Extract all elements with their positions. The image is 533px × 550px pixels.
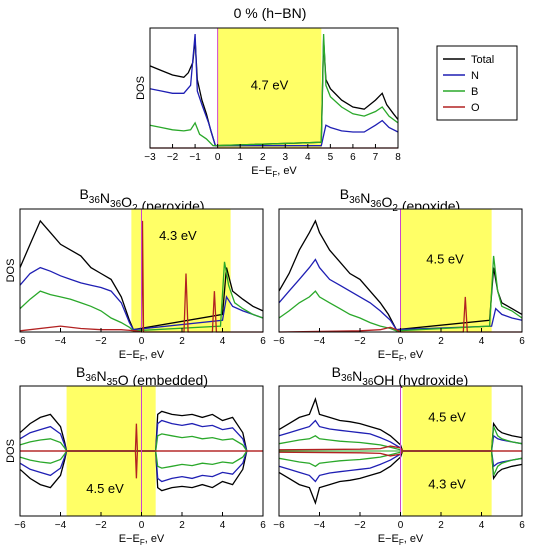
x-tick-label: 4 [220, 520, 226, 531]
x-tick-label: −3 [144, 152, 156, 163]
x-tick-label: −2 [95, 336, 107, 347]
x-tick-label: 6 [519, 336, 525, 347]
chart-title: 0 % (h−BN) [234, 5, 307, 21]
x-axis-label: E−EF, eV [119, 533, 165, 547]
series-line-n [278, 258, 523, 331]
series-line-b [19, 433, 248, 452]
series-line-n [278, 419, 523, 452]
gap-value-label: 4.5 eV [426, 251, 464, 266]
x-tick-label: 4 [479, 520, 485, 531]
series-line-b [278, 255, 523, 332]
gap-value-label: 4.3 eV [159, 228, 197, 243]
x-tick-label: 6 [260, 520, 266, 531]
series-line-total [19, 410, 248, 452]
x-tick-label: 0 [139, 520, 145, 531]
x-tick-label: 2 [179, 520, 185, 531]
band-gap-region [131, 209, 231, 332]
series-line-b-down [278, 450, 523, 476]
x-tick-label: 2 [438, 520, 444, 531]
series-line-total [278, 397, 523, 452]
x-tick-label: 6 [350, 152, 356, 163]
x-tick-label: 6 [260, 336, 266, 347]
y-axis-label: DOS [135, 76, 147, 100]
legend: Total NBO [436, 45, 518, 121]
x-tick-label: −6 [273, 520, 285, 531]
legend-label-o: O [471, 102, 480, 114]
chart-title: B36N36OH (hydroxide) [332, 364, 469, 388]
x-axis-label: E−EF, eV [119, 349, 165, 363]
x-tick-label: 0 [215, 152, 221, 163]
x-axis-label: E−EF, eV [378, 349, 424, 363]
x-tick-label: 5 [328, 152, 334, 163]
x-tick-label: 4 [305, 152, 311, 163]
legend-label-n: N [471, 70, 479, 82]
series-line-n-down [278, 450, 523, 483]
series-line-n-down [19, 450, 248, 483]
y-axis-label: DOS [5, 439, 17, 463]
x-tick-label: −1 [189, 152, 201, 163]
series-line-b [19, 261, 264, 332]
gap-value-label: 4.5 eV [86, 481, 124, 496]
x-tick-label: 6 [519, 520, 525, 531]
x-tick-label: 0 [398, 336, 404, 347]
x-tick-label: −4 [314, 336, 326, 347]
gap-value-label: 4.3 eV [428, 477, 466, 492]
legend-label-total: Total [471, 54, 494, 66]
plot-frame [149, 27, 399, 149]
x-tick-label: 2 [260, 152, 266, 163]
y-axis-label: DOS [5, 259, 17, 283]
x-tick-label: 3 [282, 152, 288, 163]
x-tick-label: 8 [395, 152, 401, 163]
x-tick-label: −4 [55, 336, 67, 347]
gap-value-label: 4.5 eV [428, 409, 466, 424]
x-tick-label: −4 [55, 520, 67, 531]
x-tick-label: −6 [14, 520, 26, 531]
dos-panel-peroxide: B36N36O2 (peroxide)4.3 eV−6 −4 −2 0 2 4 6E−EF,… [5, 186, 266, 363]
x-tick-label: −2 [354, 336, 366, 347]
series-line-total-down [19, 450, 248, 492]
dos-panel-epoxide: B36N36O2 (epoxide)4.5 eV−6 −4 −2 0 2 4 6E−EF, … [273, 186, 525, 363]
x-tick-label: −2 [95, 520, 107, 531]
series-line-b [278, 426, 523, 452]
x-tick-label: 4 [220, 336, 226, 347]
x-tick-label: −4 [314, 520, 326, 531]
dos-panel-hbn: 0 % (h−BN) 4.7 eV −3 −2 −1 0 1 2 3 4 5 6 7 8 E−EF, eV D… [135, 5, 401, 179]
band-gap-region [400, 209, 492, 332]
x-tick-label: 2 [179, 336, 185, 347]
chart-title: B36N35O (embedded) [76, 364, 208, 388]
series-line-o-down [20, 450, 263, 479]
x-tick-label: 7 [373, 152, 379, 163]
series-line-o [278, 296, 522, 333]
x-tick-label: −2 [167, 152, 179, 163]
series-line-total-down [278, 450, 523, 505]
series-line-n [149, 33, 399, 147]
gap-value-label: 4.7 eV [251, 77, 289, 92]
x-tick-label: 2 [438, 336, 444, 347]
x-tick-label: 0 [398, 520, 404, 531]
series-line-b-down [19, 450, 248, 469]
x-axis-label: E−EF, eV [378, 533, 424, 547]
x-tick-label: −2 [354, 520, 366, 531]
x-tick-label: −6 [14, 336, 26, 347]
x-axis-label: E−EF, eV [251, 165, 297, 179]
series-line-n [19, 419, 248, 452]
legend-label-b: B [471, 86, 478, 98]
x-tick-label: 0 [139, 336, 145, 347]
series-line-b [149, 33, 399, 147]
band-gap-region [217, 28, 322, 148]
series-line-n [19, 266, 264, 331]
series-line-total [19, 219, 264, 331]
x-tick-label: 4 [479, 336, 485, 347]
series-line-o [19, 220, 263, 333]
x-tick-label: 1 [237, 152, 243, 163]
series-line-o-down [278, 450, 522, 457]
x-tick-label: −6 [273, 336, 285, 347]
dos-panel-embedded: B36N35O (embedded) 4.5 eV −6 −4 −2 0 2 4 6 E−EF, … [5, 364, 266, 547]
dos-panel-hydroxide: B36N36OH (hydroxide) 4.5 eV 4.3 eV −6 −4 −2 0 2… [273, 364, 525, 547]
